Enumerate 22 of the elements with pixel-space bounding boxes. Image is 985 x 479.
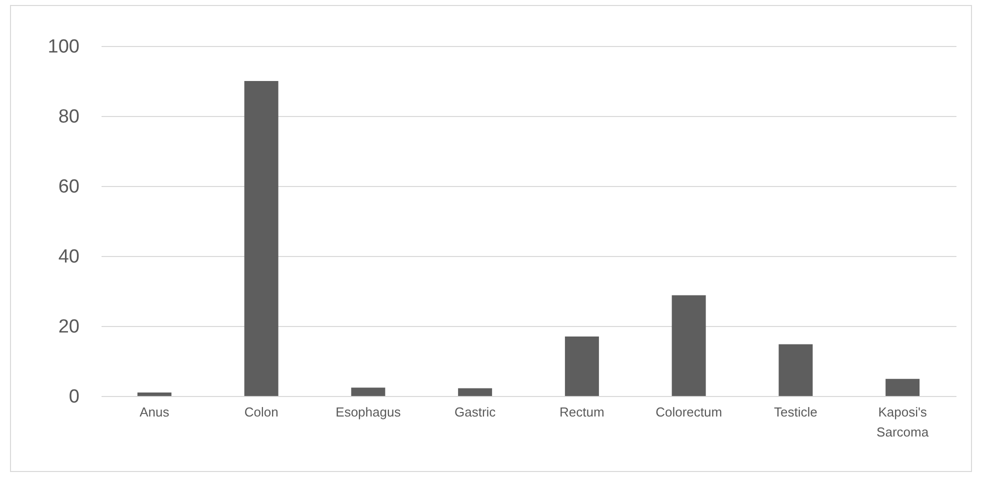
y-tick-label: 100 xyxy=(48,36,80,58)
y-tick-label: 60 xyxy=(58,176,80,198)
bar xyxy=(886,378,920,396)
y-tick-label: 0 xyxy=(68,386,80,408)
y-tick-label: 20 xyxy=(58,316,80,338)
x-tick-label: Kaposi's Sarcoma xyxy=(876,404,930,440)
bar xyxy=(458,388,492,396)
x-tick-label: Esophagus xyxy=(336,404,402,420)
x-tick-label: Anus xyxy=(140,404,170,420)
x-tick-label: Colon xyxy=(244,404,278,420)
bar xyxy=(778,344,813,396)
bar xyxy=(137,392,172,396)
x-tick-label: Gastric xyxy=(454,404,496,420)
bar xyxy=(244,81,278,396)
bar xyxy=(672,295,706,396)
y-tick-label: 40 xyxy=(58,246,80,268)
x-tick-label: Testicle xyxy=(774,404,818,420)
x-tick-label: Rectum xyxy=(560,404,604,420)
x-tick-label: Colorectum xyxy=(656,404,722,420)
y-tick-label: 80 xyxy=(58,106,80,128)
bar xyxy=(564,336,599,396)
bar xyxy=(351,388,386,396)
